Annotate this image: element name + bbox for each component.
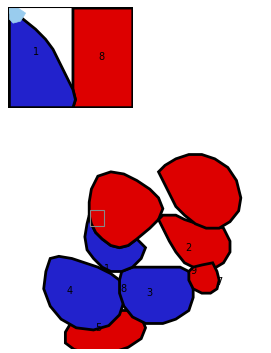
Text: 1: 1 bbox=[104, 264, 109, 274]
Polygon shape bbox=[85, 215, 146, 271]
Polygon shape bbox=[73, 8, 133, 108]
Polygon shape bbox=[9, 15, 75, 108]
Polygon shape bbox=[120, 267, 193, 323]
Polygon shape bbox=[65, 311, 146, 353]
Polygon shape bbox=[89, 172, 163, 248]
Polygon shape bbox=[159, 155, 241, 228]
Text: 7: 7 bbox=[216, 277, 222, 287]
Text: 8: 8 bbox=[99, 52, 105, 62]
Polygon shape bbox=[159, 215, 230, 269]
Text: 3: 3 bbox=[147, 288, 153, 298]
Text: 1: 1 bbox=[33, 47, 39, 57]
Text: 8: 8 bbox=[121, 284, 127, 294]
Text: 9: 9 bbox=[190, 267, 196, 276]
Polygon shape bbox=[44, 256, 124, 330]
Text: 2: 2 bbox=[186, 243, 192, 253]
Text: 5: 5 bbox=[95, 323, 101, 333]
Text: 4: 4 bbox=[67, 286, 73, 296]
Polygon shape bbox=[9, 8, 25, 23]
Polygon shape bbox=[189, 263, 219, 293]
Bar bbox=[90, 210, 104, 226]
